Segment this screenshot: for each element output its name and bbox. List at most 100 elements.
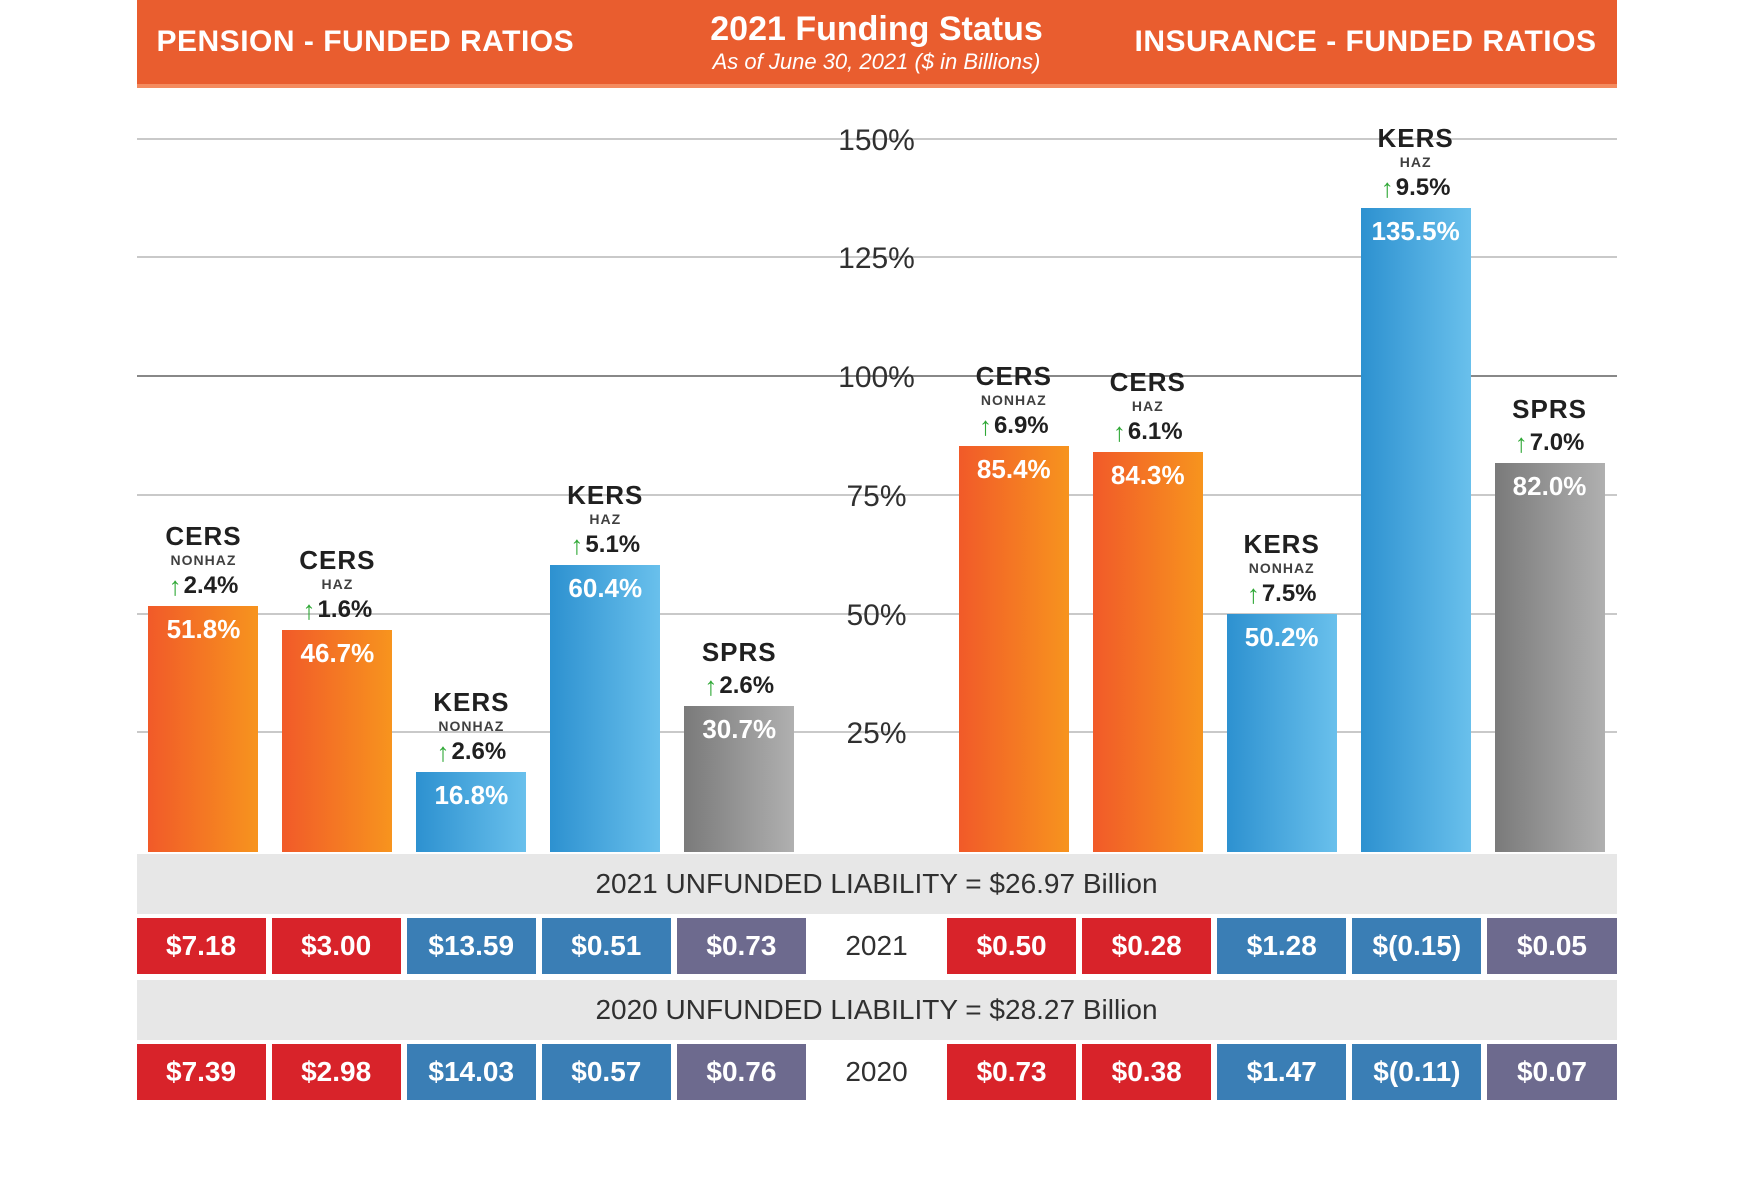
bar-group: 30.7%SPRS↑2.6% [672, 92, 806, 852]
bar-label-stack: CERSHAZ↑1.6% [257, 545, 417, 624]
bar-group: 60.4%KERSHAZ↑5.1% [538, 92, 672, 852]
liability-cell: $0.38 [1082, 1044, 1211, 1100]
arrow-up-icon: ↑ [169, 573, 182, 599]
bar-delta-value: 2.6% [451, 738, 506, 766]
bar-fill [1495, 463, 1605, 853]
bar: 60.4% [550, 565, 660, 852]
bar-name: CERS [1068, 367, 1228, 398]
bar-subname: NONHAZ [391, 718, 551, 734]
bar-delta: ↑7.5% [1202, 580, 1362, 608]
liability-cell: $14.03 [407, 1044, 536, 1100]
bar-delta-value: 5.1% [585, 531, 640, 559]
bar-group: 51.8%CERSNONHAZ↑2.4% [137, 92, 271, 852]
bar: 46.7% [282, 630, 392, 852]
arrow-up-icon: ↑ [979, 413, 992, 439]
bar-delta-value: 6.1% [1128, 418, 1183, 446]
bar: 30.7% [684, 706, 794, 852]
bar-label-stack: KERSNONHAZ↑7.5% [1202, 529, 1362, 608]
header-left-label: PENSION - FUNDED RATIOS [157, 25, 711, 59]
header-subtitle: As of June 30, 2021 ($ in Billions) [710, 49, 1043, 75]
bar-group: 46.7%CERSHAZ↑1.6% [270, 92, 404, 852]
bar-delta-value: 1.6% [318, 596, 373, 624]
bar-value-label: 30.7% [684, 714, 794, 745]
bar-value-label: 50.2% [1227, 622, 1337, 653]
liability-cell: $2.98 [272, 1044, 401, 1100]
arrow-up-icon: ↑ [704, 673, 717, 699]
arrow-up-icon: ↑ [1515, 430, 1528, 456]
bar-value-label: 82.0% [1495, 471, 1605, 502]
bar-fill [550, 565, 660, 852]
bar: 84.3% [1093, 452, 1203, 852]
bar-value-label: 16.8% [416, 780, 526, 811]
bar: 135.5% [1361, 208, 1471, 852]
bars-container: 51.8%CERSNONHAZ↑2.4%46.7%CERSHAZ↑1.6%16.… [137, 92, 1617, 852]
liability-cell: $1.28 [1217, 918, 1346, 974]
bar-name: CERS [257, 545, 417, 576]
bar-name: SPRS [659, 637, 819, 668]
funded-ratio-chart: 25%50%75%100%125%150%51.8%CERSNONHAZ↑2.4… [137, 92, 1617, 852]
liability-cell: $0.73 [947, 1044, 1076, 1100]
bar-value-label: 46.7% [282, 638, 392, 669]
bar-delta: ↑5.1% [525, 531, 685, 559]
liability-cell: $13.59 [407, 918, 536, 974]
bar-group: 135.5%KERSHAZ↑9.5% [1349, 92, 1483, 852]
bar: 50.2% [1227, 614, 1337, 852]
table-row-2020: $7.39$2.98$14.03$0.57$0.762020$0.73$0.38… [137, 1040, 1617, 1104]
liability-cell: $0.28 [1082, 918, 1211, 974]
bar-delta-value: 7.5% [1262, 580, 1317, 608]
funding-status-infographic: PENSION - FUNDED RATIOS 2021 Funding Sta… [137, 0, 1617, 1104]
bar-label-stack: KERSHAZ ↑9.5% [1336, 123, 1496, 202]
bar-label-stack: KERSNONHAZ ↑2.6% [391, 687, 551, 766]
bar-label-stack: KERSHAZ↑5.1% [525, 480, 685, 559]
liability-cell: $7.39 [137, 1044, 266, 1100]
arrow-up-icon: ↑ [1381, 175, 1394, 201]
bar-group: 84.3%CERSHAZ↑6.1% [1081, 92, 1215, 852]
bar-subname: HAZ [1068, 398, 1228, 414]
bar: 85.4% [959, 446, 1069, 852]
liability-cell: $3.00 [272, 918, 401, 974]
table-title-2021: 2021 UNFUNDED LIABILITY = $26.97 Billion [137, 852, 1617, 914]
bar-value-label: 60.4% [550, 573, 660, 604]
bar-name: KERS [391, 687, 551, 718]
bar-delta-value: 2.4% [184, 572, 239, 600]
arrow-up-icon: ↑ [1247, 581, 1260, 607]
liability-cell: $0.57 [542, 1044, 671, 1100]
bar-delta-value: 2.6% [719, 672, 774, 700]
bar-group: 16.8%KERSNONHAZ↑2.6% [404, 92, 538, 852]
header-center: 2021 Funding Status As of June 30, 2021 … [710, 10, 1043, 75]
arrow-up-icon: ↑ [1113, 419, 1126, 445]
table-row-2021: $7.18$3.00$13.59$0.51$0.732021$0.50$0.28… [137, 914, 1617, 978]
table-title-2020: 2020 UNFUNDED LIABILITY = $28.27 Billion [137, 978, 1617, 1040]
bar-name: KERS [1202, 529, 1362, 560]
liability-cell: $0.51 [542, 918, 671, 974]
liability-cell: $0.73 [677, 918, 806, 974]
arrow-up-icon: ↑ [303, 597, 316, 623]
header-title: 2021 Funding Status [710, 10, 1043, 49]
bar-gap [806, 92, 947, 852]
liability-cell: $(0.15) [1352, 918, 1481, 974]
liability-cell: $0.50 [947, 918, 1076, 974]
bar-label-stack: SPRS ↑7.0% [1470, 394, 1630, 457]
unfunded-liability-tables: 2021 UNFUNDED LIABILITY = $26.97 Billion… [137, 852, 1617, 1104]
bar-value-label: 85.4% [959, 454, 1069, 485]
bar-value-label: 84.3% [1093, 460, 1203, 491]
liability-cell: $0.05 [1487, 918, 1616, 974]
bar-delta: ↑2.6% [659, 672, 819, 700]
bar-delta: ↑7.0% [1470, 429, 1630, 457]
bar-delta: ↑2.6% [391, 738, 551, 766]
bar-name: SPRS [1470, 394, 1630, 425]
bar-name: KERS [1336, 123, 1496, 154]
bar-value-label: 51.8% [148, 614, 258, 645]
arrow-up-icon: ↑ [436, 739, 449, 765]
header-banner: PENSION - FUNDED RATIOS 2021 Funding Sta… [137, 0, 1617, 88]
bar-group: 82.0%SPRS↑7.0% [1483, 92, 1617, 852]
bar-delta-value: 6.9% [994, 412, 1049, 440]
bar-fill [1093, 452, 1203, 852]
bar-fill [959, 446, 1069, 852]
bar: 82.0% [1495, 463, 1605, 853]
bar-group: 85.4%CERSNONHAZ↑6.9% [947, 92, 1081, 852]
bar-value-label: 135.5% [1361, 216, 1471, 247]
bar-delta-value: 9.5% [1396, 174, 1451, 202]
bar-subname: HAZ [1336, 154, 1496, 170]
bar: 16.8% [416, 772, 526, 852]
